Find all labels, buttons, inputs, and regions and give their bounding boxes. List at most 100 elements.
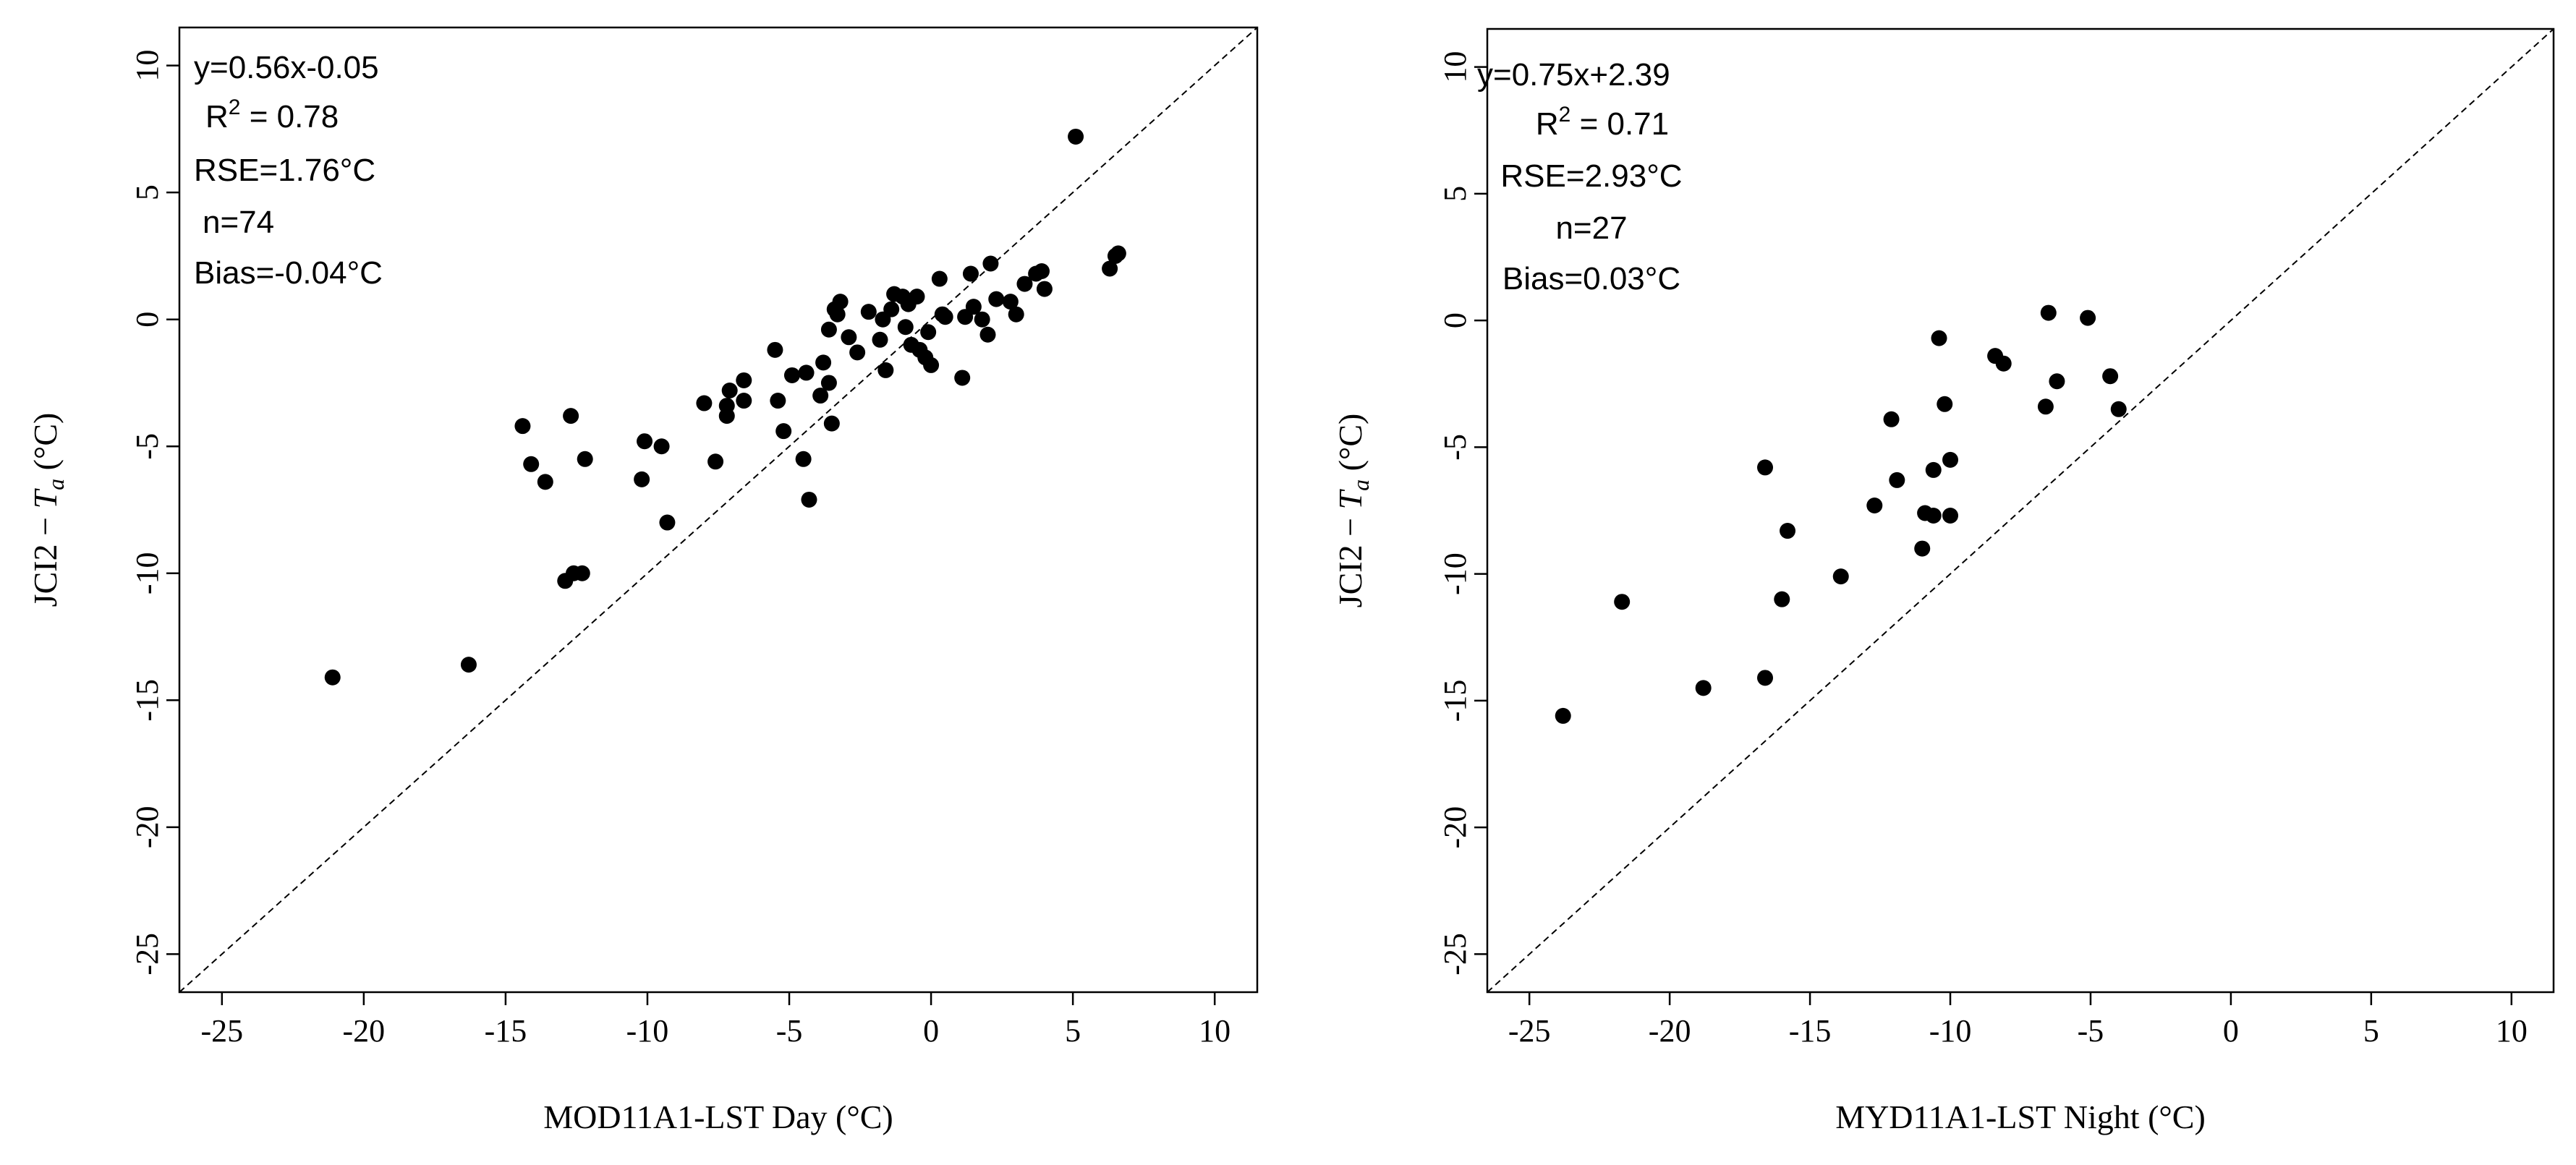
- left-scatter-panel: -25 -20 -15 -10 -5 0 5 10 -25 -20 -15 -10 -5 0 5 10 MOD1…: [27, 26, 1259, 1135]
- x-tick-label: -25: [1508, 1013, 1551, 1049]
- y-tick-label: -15: [129, 679, 165, 722]
- data-point: [721, 383, 738, 399]
- r-squared-value: = 0.78: [240, 99, 339, 135]
- plot-frame: [178, 26, 1259, 994]
- bias-label: Bias=-0.04°C: [194, 255, 383, 291]
- y-tick-label: 10: [129, 50, 165, 82]
- data-point: [1925, 508, 1942, 524]
- x-tick-label: 5: [1065, 1013, 1081, 1049]
- data-point: [931, 270, 948, 287]
- y-tick-label: -10: [129, 552, 165, 594]
- data-point: [637, 433, 653, 450]
- data-point: [523, 456, 540, 472]
- x-axis-title: MYD11A1-LST Night (°C): [1835, 1098, 2206, 1135]
- y-axis-title-prefix: JCI2 −: [27, 508, 64, 607]
- data-point: [2049, 373, 2065, 390]
- data-point: [1931, 330, 1947, 346]
- data-point: [1102, 260, 1118, 277]
- y-tick-label: -10: [1437, 552, 1473, 595]
- data-point: [1757, 670, 1774, 686]
- y-tick-label: -20: [1437, 806, 1473, 849]
- data-point: [653, 438, 670, 455]
- data-point: [577, 451, 593, 467]
- data-point: [860, 304, 877, 320]
- y-tick-label: 5: [1437, 186, 1473, 202]
- x-tick-label: -25: [200, 1013, 243, 1049]
- data-point: [841, 329, 857, 346]
- data-point: [923, 357, 940, 373]
- data-point: [982, 255, 999, 272]
- data-point: [920, 324, 937, 341]
- data-point: [832, 294, 849, 310]
- data-point: [795, 451, 812, 467]
- data-point: [767, 341, 783, 358]
- data-point: [1555, 707, 1571, 724]
- y-axis-title: JCI2 − Ta (°C): [27, 413, 69, 607]
- bias-label: Bias=0.03°C: [1502, 261, 1680, 296]
- y-axis-title: JCI2 − Ta (°C): [1332, 414, 1374, 608]
- data-point: [937, 309, 953, 325]
- data-point: [1695, 680, 1712, 696]
- r-squared-letter: R: [1536, 106, 1559, 142]
- data-point: [2040, 304, 2057, 321]
- y-tick-label: 5: [129, 184, 165, 200]
- r-squared-label: R2 = 0.71: [1536, 103, 1669, 142]
- data-point: [775, 423, 792, 440]
- data-point: [1002, 294, 1019, 310]
- data-point: [883, 301, 900, 317]
- data-point: [1942, 508, 1959, 524]
- data-point: [1937, 396, 1953, 412]
- r-squared-value: = 0.71: [1570, 106, 1669, 142]
- x-tick-label: 0: [2223, 1013, 2239, 1049]
- data-point: [829, 306, 846, 323]
- x-tick-label: -20: [343, 1013, 386, 1049]
- data-point: [1889, 471, 1905, 488]
- y-tick-label: -5: [129, 433, 165, 460]
- y-tick-label: -25: [129, 933, 165, 976]
- data-point: [707, 453, 724, 470]
- x-tick-label: 5: [2363, 1013, 2379, 1049]
- data-point: [1068, 128, 1084, 145]
- data-point: [1866, 497, 1883, 513]
- x-tick-label: -5: [2078, 1013, 2104, 1049]
- data-point: [736, 393, 752, 409]
- x-tick-label: -10: [626, 1013, 669, 1049]
- data-point: [783, 367, 800, 383]
- data-point: [1016, 276, 1033, 292]
- x-tick-label: -10: [1929, 1013, 1972, 1049]
- y-tick-label: -5: [1437, 434, 1473, 461]
- data-point: [872, 331, 888, 348]
- one-to-one-line: [1487, 28, 2554, 993]
- data-point: [1110, 245, 1126, 262]
- x-tick-label: 0: [923, 1013, 939, 1049]
- regression-equation: y=0.56x-0.05: [194, 50, 379, 85]
- data-point: [1008, 306, 1024, 323]
- data-point: [574, 565, 590, 581]
- data-point: [1883, 411, 1900, 427]
- y-tick-label: 0: [1437, 312, 1473, 328]
- data-point: [974, 311, 990, 328]
- data-point: [1995, 355, 2012, 372]
- plot-frame: [1486, 27, 2555, 994]
- x-axis-title: MOD11A1-LST Day (°C): [543, 1098, 893, 1135]
- data-point: [1914, 540, 1931, 557]
- data-point: [537, 474, 553, 490]
- data-point: [909, 289, 925, 305]
- data-point: [659, 514, 676, 531]
- r-squared-superscript: 2: [1559, 103, 1571, 127]
- data-point: [1780, 523, 1796, 539]
- data-point: [849, 344, 866, 361]
- sample-size-label: n=74: [203, 205, 274, 240]
- y-axis-title-variable: T: [27, 487, 64, 508]
- x-tick-label: -5: [776, 1013, 803, 1049]
- data-point: [798, 364, 815, 381]
- data-point: [1774, 591, 1790, 607]
- y-tick-label: 10: [1437, 51, 1473, 83]
- x-tick-label: -20: [1649, 1013, 1691, 1049]
- data-point: [979, 326, 996, 343]
- data-point: [820, 375, 837, 391]
- data-point: [1925, 461, 1942, 478]
- x-tick-label: 10: [1199, 1013, 1230, 1049]
- y-tick-label: -15: [1437, 680, 1473, 722]
